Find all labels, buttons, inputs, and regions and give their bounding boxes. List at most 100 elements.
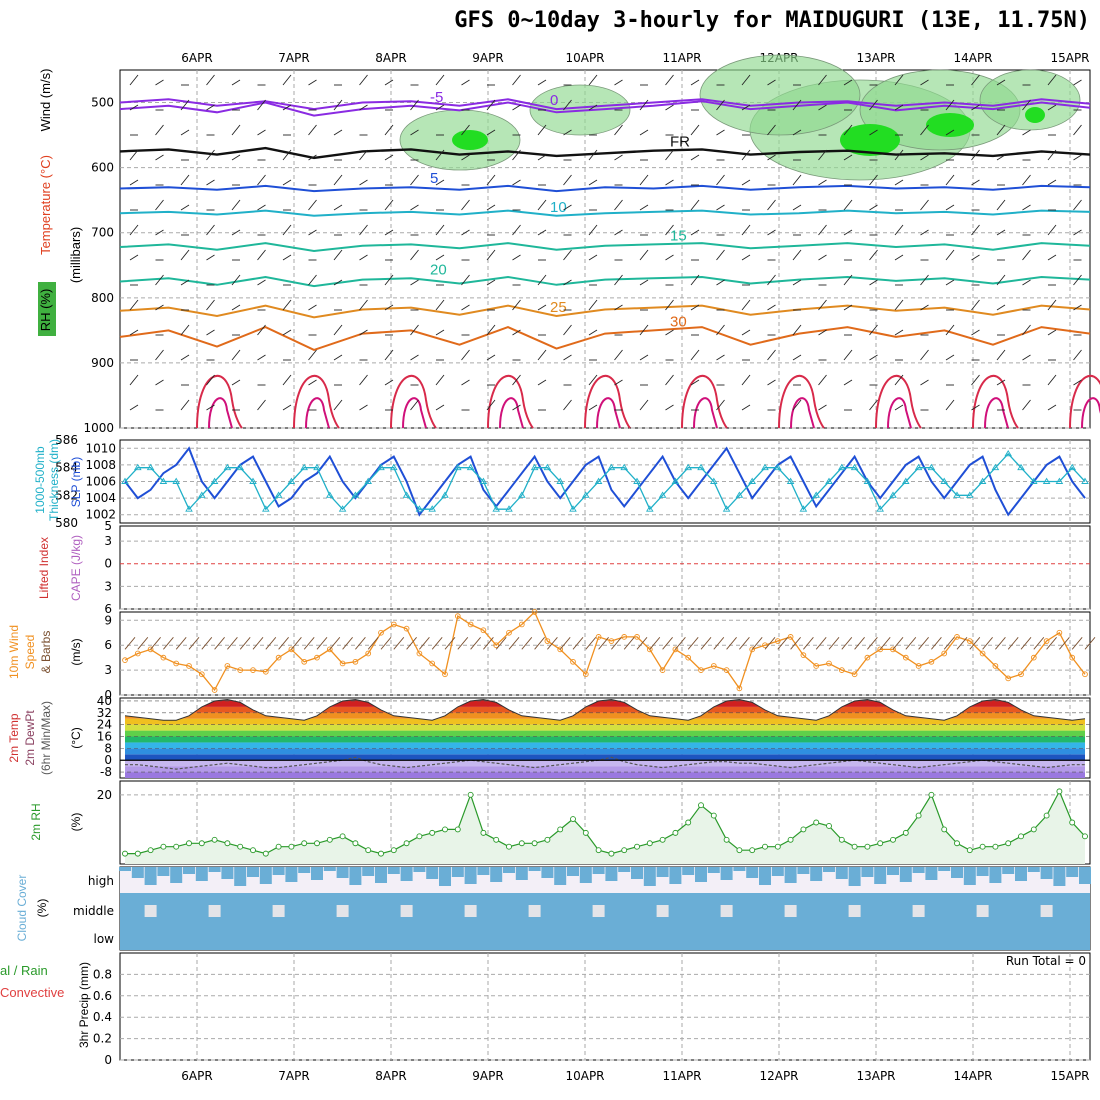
x-tick-top: 14APR — [953, 51, 992, 65]
wind-barb — [690, 274, 700, 286]
wind-barb — [894, 254, 904, 261]
wind-barb — [971, 74, 980, 86]
y-tick-temp: 32 — [97, 706, 112, 720]
rh-marker — [518, 840, 525, 847]
wind-speed-marker — [826, 660, 832, 667]
hot-contour-loop — [972, 374, 1019, 429]
cloud-high-bar — [387, 867, 400, 874]
hot-contour-inner — [402, 397, 427, 429]
wind-barb — [308, 154, 317, 161]
wind-barb — [359, 74, 368, 86]
label-total: al / Rain — [0, 963, 48, 978]
y-tick-wind: 6 — [104, 638, 112, 652]
thickness-marker — [402, 491, 411, 498]
rh-marker — [211, 836, 218, 843]
rh-marker — [928, 791, 935, 798]
hot-contour-inner — [693, 397, 718, 429]
cloud-high-bar — [311, 867, 323, 880]
wind-barb — [920, 154, 929, 161]
wind-barb — [282, 404, 292, 411]
wind-barb — [869, 324, 878, 336]
wind-barb — [461, 349, 470, 361]
temp-band — [125, 724, 1085, 731]
wind-barb-10m — [444, 637, 456, 650]
wind-barb-10m — [406, 637, 417, 650]
cloud-high-bar — [1027, 867, 1040, 872]
wind-barb — [894, 404, 904, 411]
wind-barb-10m — [700, 637, 712, 650]
thickness-marker — [633, 477, 641, 484]
wind-barb — [512, 329, 521, 336]
label-precip: 3hr Precip (mm) — [77, 962, 91, 1048]
wind-barb — [308, 124, 317, 136]
wind-barb-10m — [214, 637, 225, 650]
rh-marker — [736, 847, 743, 854]
wind-barb — [486, 354, 496, 361]
rh-marker — [557, 826, 564, 833]
cloud-high-bar — [592, 867, 605, 874]
wind-barb — [410, 174, 419, 186]
cloud-high-bar — [925, 867, 938, 880]
wind-barb — [257, 129, 266, 136]
wind-speed-marker — [979, 650, 986, 657]
wind-barb — [206, 224, 215, 236]
wind-barb — [461, 124, 470, 136]
y-tick-slp: 1004 — [85, 491, 116, 505]
wind-barb — [869, 99, 878, 111]
wind-barb — [869, 354, 878, 361]
wind-barb — [945, 354, 955, 361]
contour-label: -5 — [430, 89, 443, 106]
wind-speed-marker — [288, 646, 295, 653]
cloud-mid-gap — [784, 905, 797, 917]
wind-barb — [537, 79, 547, 86]
wind-barb — [359, 329, 368, 336]
temperature-contour-line — [119, 100, 1091, 117]
wind-barb — [945, 249, 955, 261]
y-tick-slp: 1002 — [85, 508, 116, 522]
wind-speed-marker — [378, 629, 384, 636]
wind-speed-marker — [838, 667, 845, 673]
wind-barb — [741, 224, 751, 236]
contour-label: 15 — [670, 227, 687, 244]
cloud-mid-gap — [912, 905, 925, 917]
x-tick-bottom: 12APR — [759, 1069, 798, 1083]
thickness-marker — [479, 477, 488, 484]
wind-barb — [971, 179, 980, 186]
wind-barb — [665, 299, 674, 311]
wind-barb — [741, 329, 751, 336]
wind-barb-10m — [470, 637, 481, 650]
wind-speed-marker — [902, 654, 909, 661]
wind-speed-marker — [1043, 638, 1050, 644]
wind-barb — [384, 304, 394, 311]
thickness-marker — [594, 477, 603, 484]
wind-barb — [690, 199, 700, 211]
wind-speed-marker — [774, 638, 781, 644]
wind-speed-marker — [314, 654, 320, 661]
thickness-marker — [313, 463, 321, 471]
wind-barb — [384, 229, 394, 236]
wind-speed-marker — [685, 654, 692, 661]
wind-barb — [512, 74, 521, 86]
cloud-high-bar — [669, 867, 682, 884]
wind-barb-10m — [278, 637, 289, 650]
wind-barb — [614, 124, 623, 136]
wind-barb — [614, 379, 623, 386]
wind-barb — [359, 104, 368, 111]
cloud-high-bar — [490, 867, 503, 882]
wind-barb — [920, 349, 929, 361]
x-tick-bottom: 6APR — [181, 1069, 212, 1083]
contour-label: FR — [670, 134, 690, 151]
rh-marker — [1082, 833, 1088, 840]
temp-band — [125, 706, 1085, 713]
wind-barb — [206, 254, 215, 261]
wind-barb — [231, 154, 241, 161]
wind-barb — [180, 399, 190, 411]
wind-barb — [563, 354, 572, 361]
wind-speed-marker — [582, 671, 589, 678]
wind-barb — [180, 129, 190, 136]
wind-barb — [180, 204, 190, 211]
thickness-marker — [441, 491, 449, 498]
rh-marker — [902, 829, 909, 836]
cloud-high-bar — [247, 867, 259, 877]
